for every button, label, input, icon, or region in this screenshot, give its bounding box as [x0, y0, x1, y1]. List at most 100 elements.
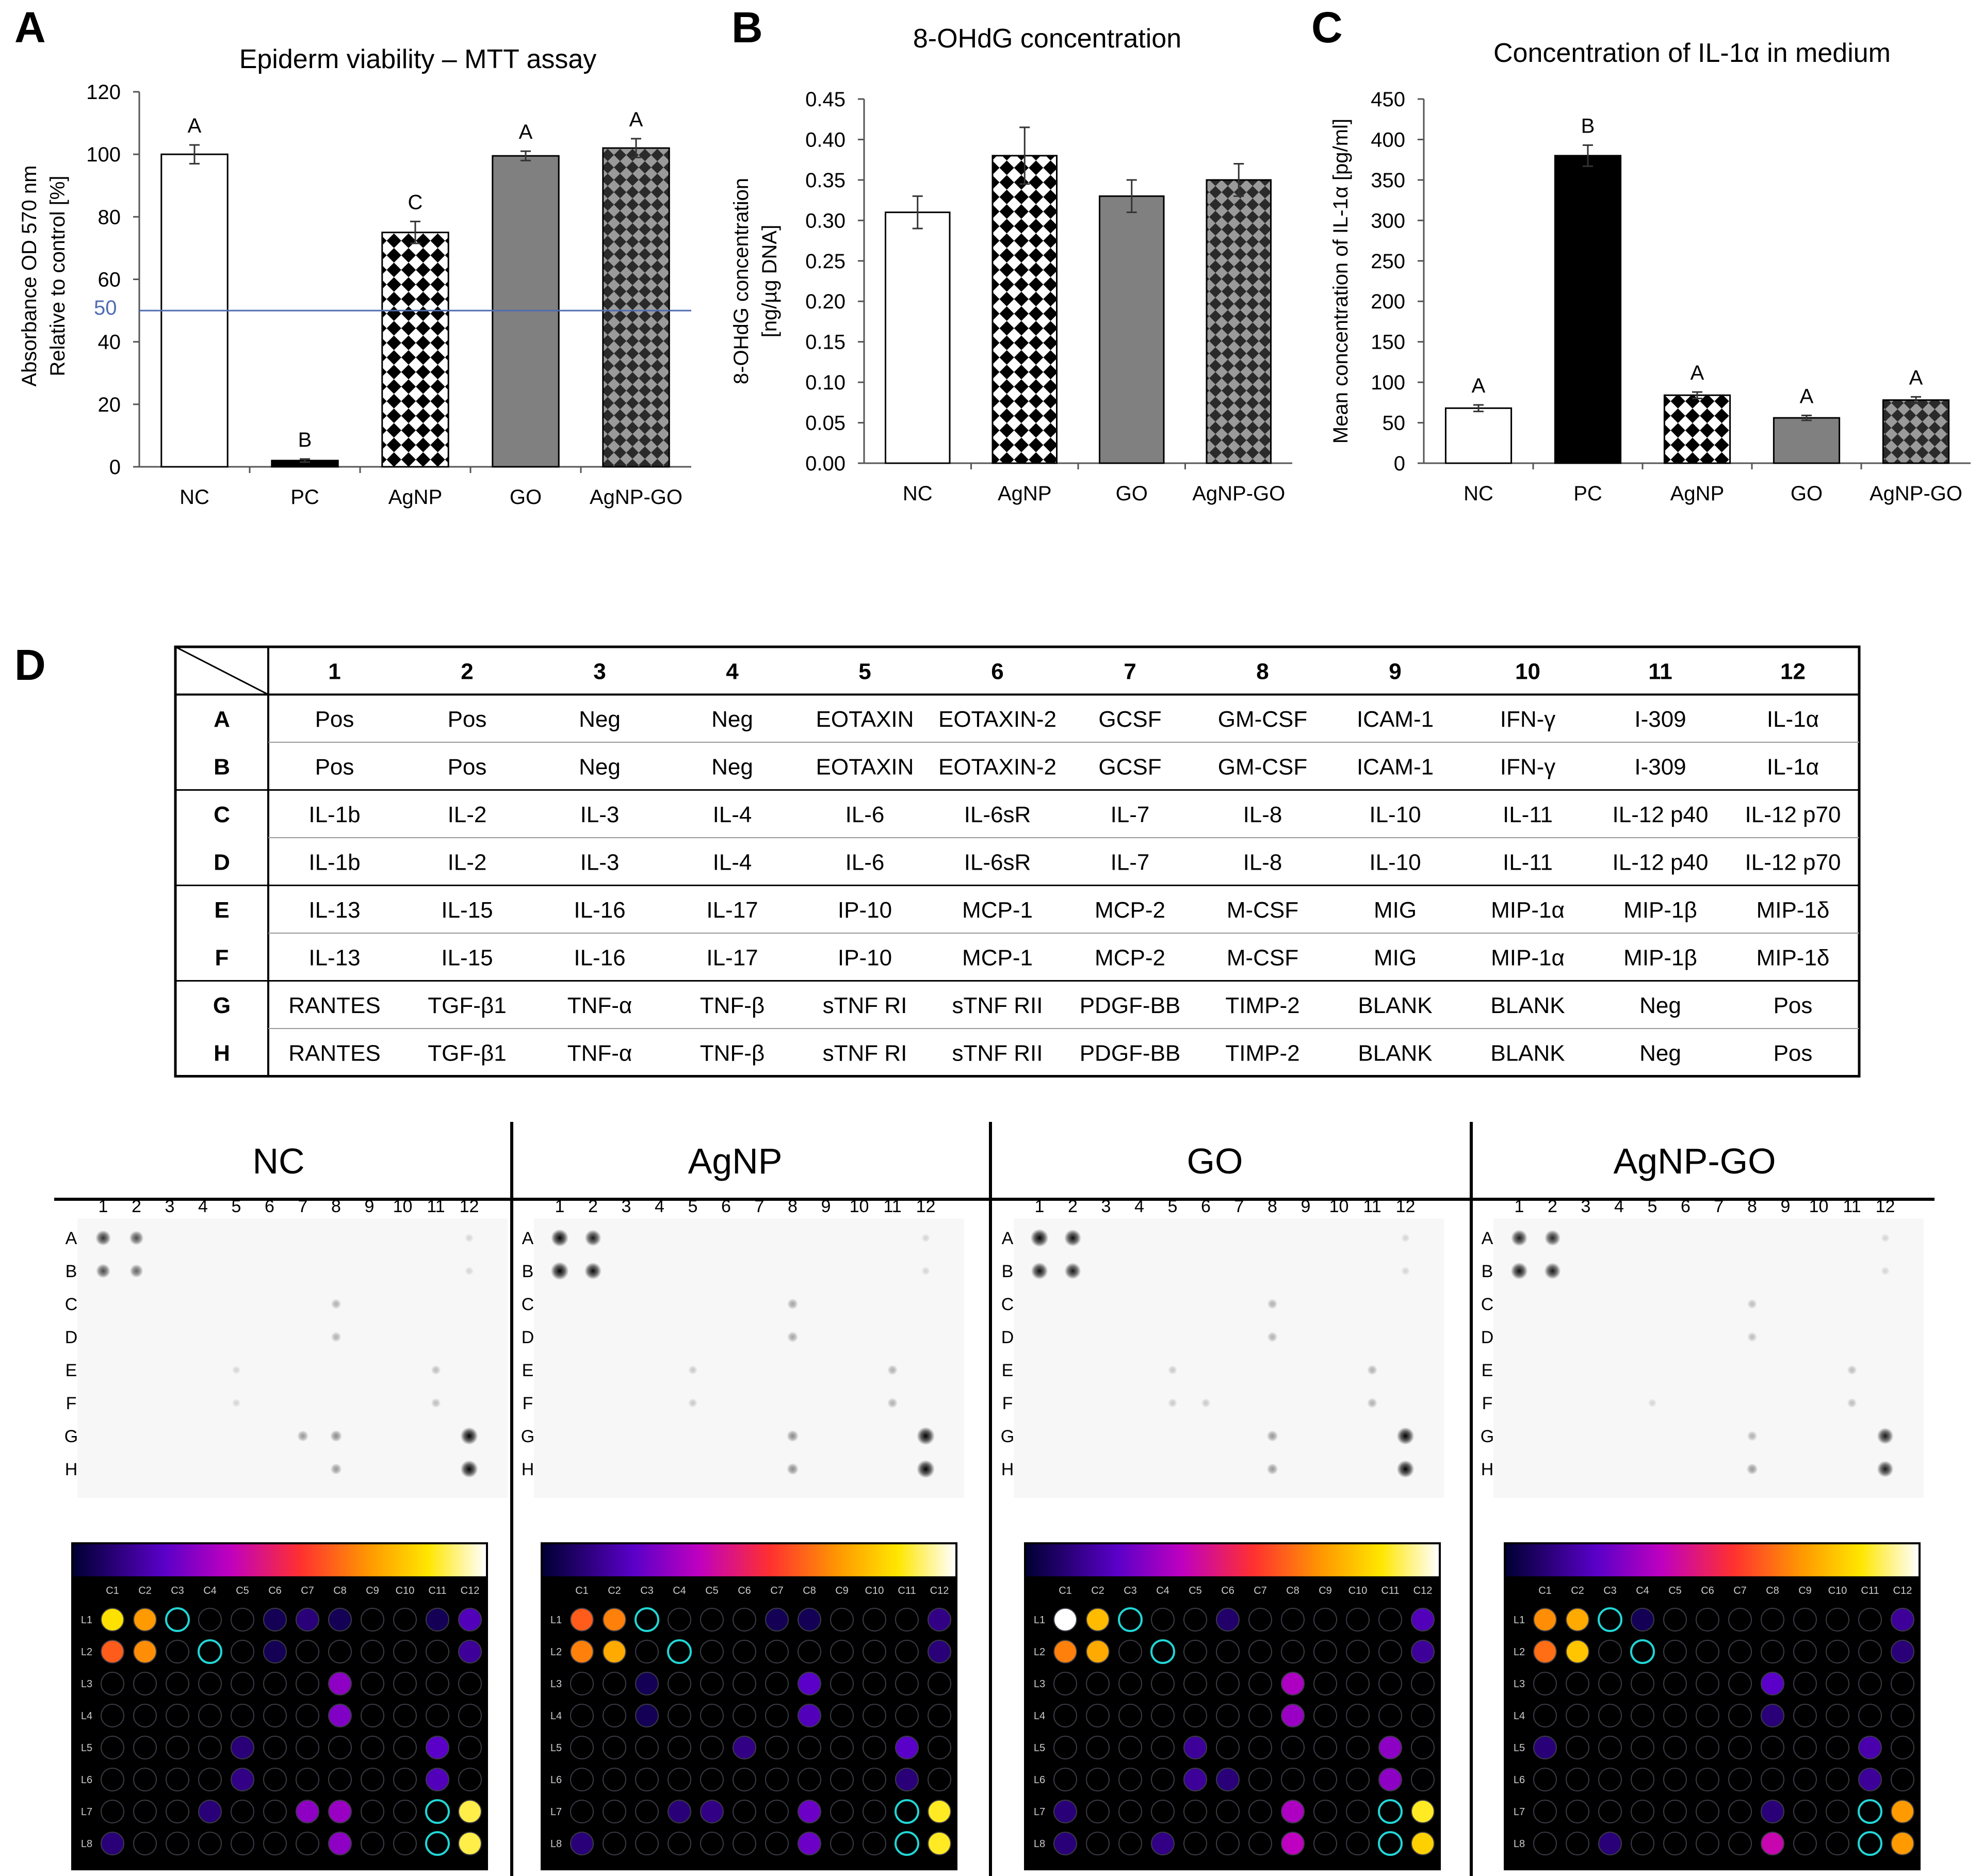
- table-cell: TGF-β1: [428, 1040, 506, 1066]
- heatmap-col-label: C2: [1091, 1585, 1104, 1596]
- y-tick-label: 0.30: [805, 209, 846, 232]
- heatmap-cell: [1761, 1704, 1784, 1727]
- heatmap-cell: [1411, 1608, 1435, 1632]
- heatmap-cell: [1053, 1800, 1077, 1823]
- heatmap-cell: [263, 1704, 287, 1727]
- heatmap-cell: [928, 1608, 951, 1632]
- blot-spot: [1747, 1299, 1757, 1309]
- heatmap-cell: [570, 1832, 594, 1855]
- heatmap-cell: [101, 1768, 124, 1791]
- heatmap-row-label: L2: [550, 1646, 562, 1658]
- table-cell: MCP-1: [962, 945, 1033, 970]
- blot-row-label: D: [65, 1328, 78, 1347]
- table-cell: IL-2: [448, 802, 487, 827]
- heatmap-cell: [328, 1672, 352, 1695]
- y-tick-label: 0.10: [805, 371, 846, 394]
- heatmap-col-label: C7: [1733, 1585, 1747, 1596]
- heatmap-cell: [1346, 1768, 1370, 1791]
- heatmap-col-label: C4: [673, 1585, 686, 1596]
- heatmap-col-label: C8: [1766, 1585, 1779, 1596]
- heatmap-cell: [1313, 1640, 1337, 1663]
- table-row-header: F: [215, 945, 229, 970]
- significance-letter: C: [408, 191, 423, 214]
- heatmap-cell: [1053, 1736, 1077, 1759]
- membrane: [1014, 1218, 1444, 1498]
- y-tick-label: 100: [1371, 371, 1405, 394]
- table-cell: ICAM-1: [1357, 754, 1434, 779]
- heatmap-col-label: C4: [203, 1585, 217, 1596]
- blot-spot: [1267, 1299, 1278, 1309]
- heatmap-cell: [296, 1704, 319, 1727]
- heatmap-row-label: L6: [1514, 1774, 1525, 1786]
- blot-title: AgNP-GO: [1613, 1141, 1776, 1181]
- heatmap-cell: [361, 1640, 384, 1663]
- heatmap-cell: [1696, 1736, 1719, 1759]
- heatmap-cell: [1248, 1672, 1272, 1695]
- heatmap-cell: [830, 1672, 854, 1695]
- heatmap-cell: [1281, 1704, 1305, 1727]
- heatmap-cell: [1216, 1704, 1240, 1727]
- table-cell: IL-7: [1111, 850, 1150, 875]
- table-cell: M-CSF: [1227, 898, 1298, 923]
- blot-spot: [688, 1398, 697, 1408]
- heatmap-cell: [668, 1672, 691, 1695]
- heatmap-cell: [1891, 1640, 1914, 1663]
- blot-spot: [330, 1430, 342, 1442]
- blot-col-label: 2: [588, 1197, 598, 1216]
- heatmap-cell: [1248, 1832, 1272, 1855]
- heatmap-cell: [296, 1640, 319, 1663]
- heatmap-row-label: L7: [1514, 1806, 1525, 1818]
- panel-letter-b: B: [732, 3, 763, 52]
- heatmap-cell: [1891, 1672, 1914, 1695]
- heatmap-cell: [361, 1768, 384, 1791]
- blot-spot: [551, 1229, 568, 1247]
- significance-letter: B: [1581, 115, 1595, 137]
- heatmap-cell: [668, 1832, 691, 1855]
- heatmap-cell: [426, 1704, 449, 1727]
- heatmap-cell: [1151, 1704, 1175, 1727]
- table-row-header: D: [214, 850, 230, 875]
- blot-col-label: 1: [1035, 1197, 1045, 1216]
- heatmap-col-label: C2: [1571, 1585, 1584, 1596]
- significance-letter: A: [1691, 362, 1704, 384]
- heatmap-cell: [361, 1672, 384, 1695]
- blot-title: AgNP: [688, 1141, 783, 1181]
- heatmap-cell: [1346, 1832, 1370, 1855]
- heatmap-cell: [328, 1800, 352, 1823]
- significance-letter: A: [629, 108, 643, 131]
- heatmap-cell: [1858, 1799, 1882, 1824]
- y-tick-label: 0.25: [805, 250, 846, 273]
- heatmap-row-label: L8: [81, 1838, 92, 1850]
- table-cell: Pos: [448, 754, 487, 779]
- table-cell: RANTES: [288, 993, 380, 1018]
- table-cell: IL-4: [713, 802, 752, 827]
- table-col-header: 5: [858, 659, 871, 684]
- heatmap-cell: [166, 1736, 189, 1759]
- heatmap-cell: [458, 1608, 482, 1632]
- heatmap-cell: [425, 1799, 450, 1824]
- heatmap-cell: [1891, 1608, 1914, 1632]
- heatmap-cell: [296, 1608, 319, 1632]
- blot-spot: [1877, 1461, 1894, 1477]
- blot-title: NC: [252, 1141, 304, 1181]
- heatmap-cell: [1281, 1832, 1305, 1855]
- blot-col-label: 3: [1101, 1197, 1111, 1216]
- heatmap-col-label: C11: [428, 1585, 446, 1596]
- blot-spot: [1510, 1262, 1528, 1280]
- blot-spot: [1064, 1229, 1081, 1247]
- heatmap-cell: [733, 1832, 756, 1855]
- blot-col-label: 1: [555, 1197, 565, 1216]
- blot-row-label: F: [1482, 1394, 1493, 1413]
- table-cell: Neg: [579, 754, 621, 779]
- heatmap-cell: [198, 1736, 222, 1759]
- heatmap-col-label: C8: [803, 1585, 816, 1596]
- heatmap-cell: [895, 1704, 919, 1727]
- heatmap-cell: [895, 1831, 919, 1856]
- heatmap-cell: [296, 1768, 319, 1791]
- heatmap-cell: [798, 1608, 821, 1632]
- heatmap-row-label: L5: [1514, 1742, 1525, 1754]
- heatmap-cell: [1598, 1672, 1622, 1695]
- heatmap-cell: [1281, 1640, 1305, 1663]
- table-cell: BLANK: [1490, 993, 1565, 1018]
- heatmap-cell: [1183, 1736, 1207, 1759]
